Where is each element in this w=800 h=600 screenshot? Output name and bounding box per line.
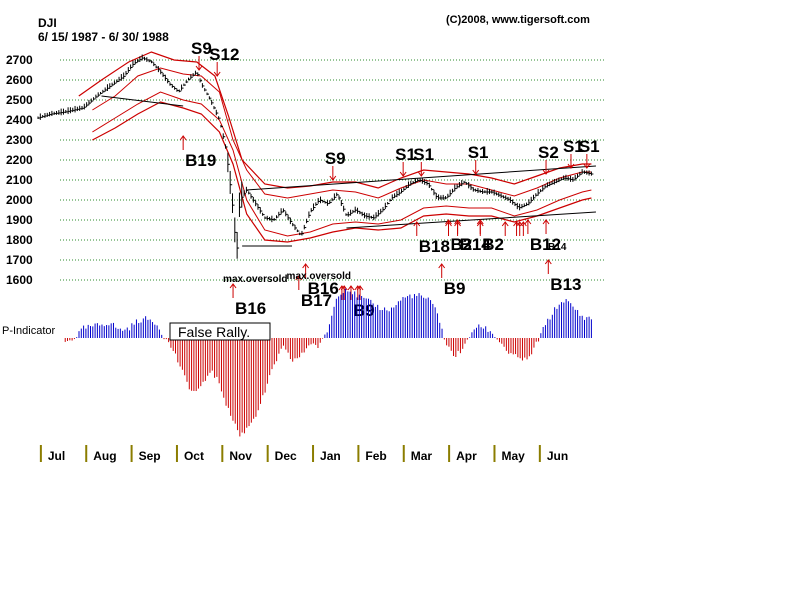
- signal-arrowhead: [524, 219, 532, 225]
- signal-arrowhead: [567, 163, 575, 169]
- signal-label: S9: [325, 149, 346, 168]
- band-outer-lower: [92, 101, 592, 243]
- chart-symbol: DJI: [38, 16, 57, 30]
- trendline: [101, 95, 184, 107]
- month-label: Jun: [547, 449, 568, 463]
- signal-arrowhead: [454, 219, 461, 225]
- signal-label: B14: [460, 235, 492, 254]
- signal-arrowhead: [347, 285, 355, 291]
- signal-arrowhead: [454, 221, 461, 227]
- signal-arrowhead: [476, 221, 484, 227]
- signal-arrowhead: [417, 171, 425, 177]
- signal-label: S1: [579, 137, 600, 156]
- month-label: Jan: [320, 449, 341, 463]
- month-label: Aug: [93, 449, 116, 463]
- signal-arrowhead: [413, 221, 421, 227]
- band-outer-upper: [78, 51, 592, 189]
- signal-arrowhead: [513, 221, 520, 227]
- signal-arrowhead: [542, 219, 550, 225]
- band-inner-upper: [92, 67, 592, 199]
- trendline: [246, 165, 596, 191]
- month-label: May: [501, 449, 525, 463]
- month-label: Mar: [411, 449, 433, 463]
- signal-arrowhead: [445, 221, 452, 227]
- signal-label: S1: [395, 145, 416, 164]
- signal-label: B16: [235, 299, 266, 318]
- y-tick-label: 1800: [6, 233, 33, 247]
- signal-arrowhead: [329, 175, 337, 181]
- signal-label: B14: [548, 242, 567, 253]
- chart-copyright: (C)2008, www.tigersoft.com: [446, 14, 590, 26]
- signal-label: B12: [530, 235, 561, 254]
- signal-label: S12: [209, 45, 239, 64]
- signal-label: S1: [413, 145, 434, 164]
- y-tick-label: 2300: [6, 133, 33, 147]
- signal-label: B2: [451, 235, 473, 254]
- y-tick-label: 1700: [6, 253, 33, 267]
- y-tick-label: 2700: [6, 53, 33, 67]
- signal-arrowhead: [356, 285, 364, 291]
- signal-arrowhead: [542, 169, 550, 175]
- annotation-label: max.oversold: [223, 274, 287, 285]
- signal-arrowhead: [295, 275, 303, 281]
- signal-label: B18: [419, 237, 450, 256]
- signal-label: S1: [468, 143, 489, 162]
- y-tick-label: 2400: [6, 113, 33, 127]
- indicator-label: P-Indicator: [2, 325, 56, 337]
- signal-label: B13: [550, 275, 581, 294]
- chart-date-range: 6/ 15/ 1987 - 6/ 30/ 1988: [38, 30, 169, 44]
- y-tick-label: 2500: [6, 93, 33, 107]
- y-tick-label: 2600: [6, 73, 33, 87]
- month-label: Sep: [139, 449, 161, 463]
- month-label: Apr: [456, 449, 477, 463]
- signal-label: B19: [185, 151, 216, 170]
- signal-label: B2: [482, 235, 504, 254]
- signal-label: B16: [308, 279, 339, 298]
- signal-label: B9: [444, 279, 466, 298]
- signal-arrowhead: [399, 171, 407, 177]
- signal-arrowhead: [195, 65, 203, 71]
- month-label: Dec: [275, 449, 297, 463]
- month-label: Feb: [365, 449, 386, 463]
- signal-label: B17: [301, 291, 332, 310]
- month-label: Nov: [229, 449, 252, 463]
- signal-arrowhead: [519, 221, 527, 227]
- month-label: Oct: [184, 449, 204, 463]
- trendline: [346, 211, 596, 229]
- signal-arrowhead: [445, 219, 452, 225]
- signal-arrowhead: [501, 221, 509, 227]
- signal-arrowhead: [472, 169, 480, 175]
- false-rally-box: [169, 322, 271, 341]
- signal-arrowhead: [213, 71, 221, 77]
- signal-label: S2: [538, 143, 559, 162]
- y-tick-label: 1900: [6, 213, 33, 227]
- month-label: Jul: [48, 449, 65, 463]
- y-tick-label: 2000: [6, 193, 33, 207]
- signal-label: S1: [563, 137, 584, 156]
- signal-arrowhead: [340, 285, 348, 291]
- y-tick-label: 2200: [6, 153, 33, 167]
- signal-arrowhead: [302, 263, 310, 269]
- y-tick-label: 2100: [6, 173, 33, 187]
- y-tick-label: 1600: [6, 273, 33, 287]
- signal-arrowhead: [229, 283, 237, 289]
- signal-arrowhead: [544, 259, 552, 265]
- signal-label: S9: [191, 39, 212, 58]
- signal-arrowhead: [476, 219, 484, 225]
- signal-arrowhead: [179, 135, 187, 141]
- band-inner-lower: [92, 91, 592, 237]
- signal-arrowhead: [583, 163, 591, 169]
- signal-arrowhead: [438, 263, 446, 269]
- false-rally-label: False Rally.: [178, 324, 250, 340]
- annotation-label: max.oversold: [287, 271, 351, 282]
